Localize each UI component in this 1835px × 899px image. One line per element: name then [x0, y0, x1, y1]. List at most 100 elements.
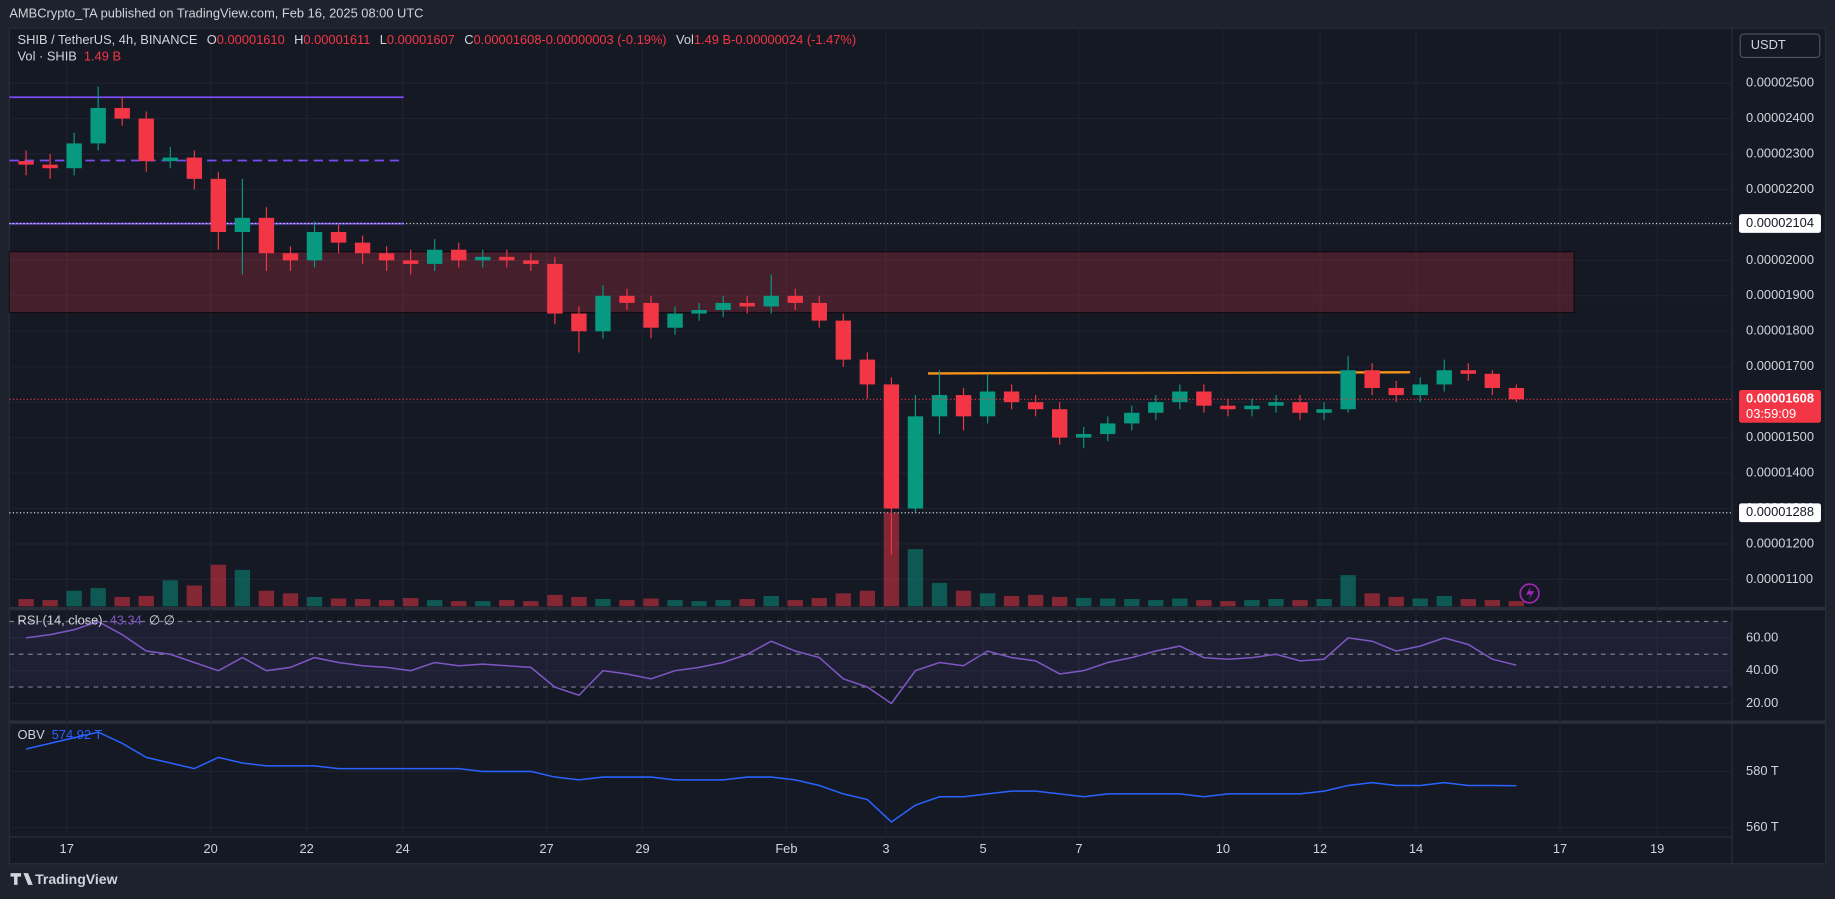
- candle-body: [42, 164, 58, 169]
- candle-body: [18, 161, 34, 165]
- x-tick-label: 7: [1075, 841, 1082, 856]
- candle-body: [1364, 370, 1380, 388]
- candle-body: [210, 178, 227, 233]
- last-price-box: [1739, 389, 1821, 423]
- volume-bar: [1051, 596, 1068, 607]
- candle-body: [162, 157, 178, 162]
- candle-body: [1340, 370, 1356, 410]
- volume-value: 1.49 B: [84, 49, 121, 64]
- brand-logo: [10, 873, 33, 885]
- x-tick-label: 19: [1650, 841, 1664, 856]
- candle-body: [1196, 391, 1212, 406]
- volume-bar: [643, 598, 659, 607]
- volume-bar: [42, 600, 58, 607]
- volume-bar: [667, 600, 683, 607]
- candle-body: [138, 118, 154, 162]
- y-tick-label: 580 T: [1746, 763, 1779, 778]
- volume-bar: [354, 599, 371, 607]
- x-tick-label: 27: [539, 841, 553, 856]
- candle-body: [1051, 409, 1068, 438]
- volume-bar: [1268, 599, 1284, 607]
- y-tick-label: 40.00: [1746, 662, 1778, 677]
- main-legend: SHIB / TetherUS, 4h, BINANCE O0.00001610 H…: [18, 32, 857, 47]
- volume-bar: [1460, 599, 1476, 607]
- legend-key: O: [207, 32, 217, 47]
- volume-bar: [378, 600, 395, 607]
- volume-bar: [210, 564, 227, 607]
- legend-value: 0.00001611: [303, 32, 370, 47]
- candle-body: [1388, 387, 1404, 396]
- x-tick-label: 24: [395, 841, 409, 856]
- last-price-label: 0.00001608: [1746, 391, 1814, 406]
- volume-bar: [1292, 600, 1308, 607]
- candle-body: [1244, 405, 1260, 410]
- x-tick-label: 5: [979, 841, 986, 856]
- volume-bar: [691, 601, 707, 607]
- y-tick-label: 0.00001200: [1746, 535, 1814, 550]
- candle-body: [715, 302, 731, 310]
- volume-bar: [66, 590, 82, 607]
- grid: [9, 28, 1733, 837]
- x-tick-label: 10: [1216, 841, 1230, 856]
- volume-bar: [402, 597, 419, 607]
- indicator-line: [25, 731, 1517, 823]
- x-tick-label: 20: [203, 841, 217, 856]
- volume-bar: [234, 569, 251, 607]
- legend-value: -0.00000003 (-0.19%): [541, 32, 666, 47]
- volume-bar: [523, 601, 539, 607]
- candle-body: [1460, 370, 1476, 374]
- candle-body: [787, 295, 803, 303]
- volume-bar: [138, 595, 154, 607]
- candle-body: [1172, 391, 1188, 403]
- candle-body: [1268, 402, 1284, 406]
- candle-body: [451, 249, 467, 261]
- candle-body: [1003, 391, 1020, 403]
- volume-title: Vol · SHIB: [18, 49, 77, 64]
- legend-key: C: [464, 32, 473, 47]
- alert-icon[interactable]: [1519, 583, 1540, 604]
- candle-body: [667, 313, 683, 328]
- candle-body: [523, 260, 539, 264]
- candle-body: [907, 416, 924, 509]
- volume-bar: [571, 596, 587, 607]
- candle-body: [859, 359, 876, 385]
- price-label: 0.00001288: [1746, 504, 1814, 519]
- candle-body: [1292, 402, 1308, 413]
- rsi-extra: ∅ ∅: [149, 613, 175, 628]
- volume-bar: [835, 593, 852, 607]
- volume-bar: [859, 590, 876, 607]
- volume-bar: [1148, 600, 1164, 607]
- volume-bar: [1124, 599, 1140, 607]
- y-tick-label: 0.00001500: [1746, 429, 1814, 444]
- volume-bar: [979, 593, 996, 607]
- candle-body: [114, 107, 130, 119]
- currency-button[interactable]: [1739, 33, 1821, 59]
- candle-body: [402, 260, 419, 264]
- volume-bar: [1436, 595, 1452, 607]
- volume-bar: [1508, 601, 1525, 607]
- y-tick-label: 0.00002000: [1746, 252, 1814, 267]
- x-tick-label: 14: [1409, 841, 1423, 856]
- volume-bar: [1412, 598, 1428, 607]
- volume-bar: [1196, 600, 1212, 607]
- volume-bar: [1316, 599, 1332, 607]
- volume-bar: [715, 600, 731, 607]
- x-tick-label: 17: [1553, 841, 1567, 856]
- candle-body: [739, 302, 755, 307]
- volume-bar: [883, 512, 900, 607]
- y-tick-label: 560 T: [1746, 819, 1779, 834]
- volume-bar: [595, 599, 611, 607]
- indicator-line: [25, 620, 1517, 705]
- volume-bar: [955, 590, 972, 607]
- publisher: AMBCrypto_TA published on TradingView.co…: [9, 6, 423, 21]
- volume-bar: [1172, 598, 1188, 607]
- candle-body: [1076, 434, 1092, 438]
- volume-bar: [1003, 595, 1020, 607]
- volume-bar: [162, 580, 178, 607]
- volume-bar: [739, 599, 755, 607]
- volume-bar: [907, 549, 924, 607]
- volume-legend: Vol · SHIB 1.49 B: [18, 49, 122, 64]
- legend-key: Vol: [676, 32, 694, 47]
